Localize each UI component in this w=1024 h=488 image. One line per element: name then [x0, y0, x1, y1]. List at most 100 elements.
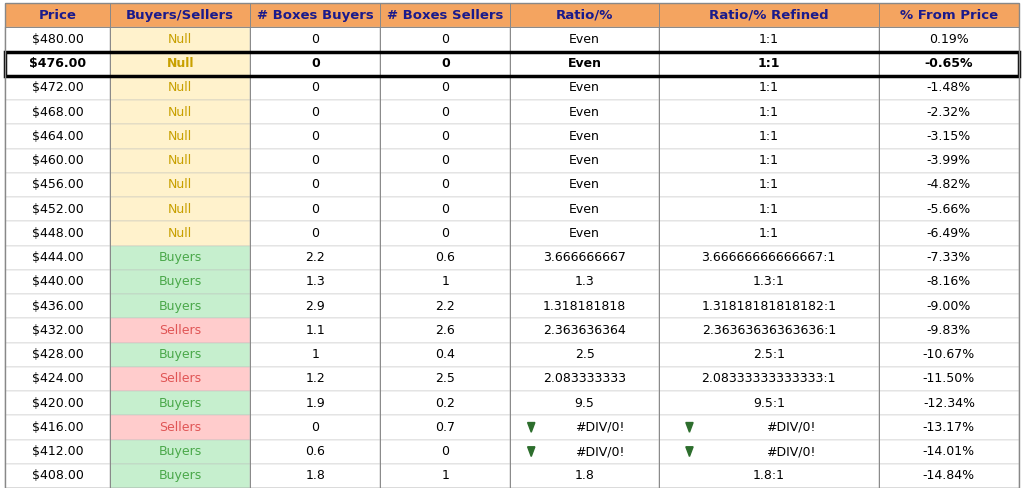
Text: -12.34%: -12.34% [923, 397, 975, 409]
Text: -13.17%: -13.17% [923, 421, 975, 434]
Text: 2.5: 2.5 [435, 372, 456, 386]
Bar [111, 173, 250, 197]
Text: Null: Null [168, 227, 193, 240]
Text: 9.5: 9.5 [574, 397, 595, 409]
Text: Buyers: Buyers [159, 251, 202, 264]
Bar [879, 221, 1019, 245]
Text: 0: 0 [441, 179, 450, 191]
Bar [250, 415, 380, 440]
Bar [250, 440, 380, 464]
Text: 1:1: 1:1 [759, 227, 779, 240]
Text: 0: 0 [311, 33, 319, 46]
Bar [5, 245, 111, 270]
Bar [380, 464, 511, 488]
Text: # Boxes Buyers: # Boxes Buyers [257, 9, 374, 21]
Text: -10.67%: -10.67% [923, 348, 975, 361]
Bar [658, 27, 879, 52]
Bar [511, 294, 658, 318]
Bar [5, 52, 111, 76]
Text: $408.00: $408.00 [32, 469, 84, 482]
Text: 0.7: 0.7 [435, 421, 456, 434]
Text: -14.01%: -14.01% [923, 445, 975, 458]
Bar [511, 100, 658, 124]
Text: 0: 0 [311, 57, 319, 70]
Bar [380, 221, 511, 245]
Bar [250, 221, 380, 245]
Text: -11.50%: -11.50% [923, 372, 975, 386]
Bar [111, 27, 250, 52]
Bar [250, 270, 380, 294]
Bar [658, 100, 879, 124]
Bar [380, 173, 511, 197]
Bar [380, 391, 511, 415]
Bar [380, 52, 511, 76]
Bar [879, 440, 1019, 464]
Text: 2.2: 2.2 [305, 251, 326, 264]
Bar [879, 197, 1019, 221]
Text: $452.00: $452.00 [32, 203, 83, 216]
Bar [5, 52, 1019, 76]
Text: 0: 0 [311, 154, 319, 167]
Text: Buyers: Buyers [159, 348, 202, 361]
Bar [879, 173, 1019, 197]
Bar [658, 173, 879, 197]
Text: 0: 0 [441, 227, 450, 240]
Text: 0: 0 [311, 81, 319, 94]
Text: Buyers: Buyers [159, 300, 202, 313]
Text: Even: Even [569, 227, 600, 240]
Text: Even: Even [569, 179, 600, 191]
Bar [511, 3, 658, 27]
Text: Null: Null [168, 105, 193, 119]
Bar [111, 52, 250, 76]
Text: 2.6: 2.6 [435, 324, 456, 337]
Bar [879, 3, 1019, 27]
Text: 2.2: 2.2 [435, 300, 456, 313]
Bar [250, 173, 380, 197]
Bar [879, 27, 1019, 52]
Text: 0.4: 0.4 [435, 348, 456, 361]
Bar [658, 221, 879, 245]
Bar [5, 343, 111, 367]
Text: 1.2: 1.2 [305, 372, 326, 386]
Bar [111, 318, 250, 343]
Text: 1: 1 [441, 469, 450, 482]
Text: $456.00: $456.00 [32, 179, 83, 191]
Text: 2.083333333: 2.083333333 [543, 372, 626, 386]
Bar [5, 270, 111, 294]
Bar [111, 391, 250, 415]
Bar [250, 197, 380, 221]
Bar [511, 343, 658, 367]
Text: Sellers: Sellers [159, 324, 202, 337]
Text: 0: 0 [441, 33, 450, 46]
Text: 3.66666666666667:1: 3.66666666666667:1 [701, 251, 836, 264]
Bar [380, 3, 511, 27]
Bar [250, 343, 380, 367]
Bar [5, 27, 111, 52]
Bar [879, 148, 1019, 173]
Bar [879, 52, 1019, 76]
Bar [511, 148, 658, 173]
Polygon shape [686, 447, 693, 456]
Bar [380, 415, 511, 440]
Text: $440.00: $440.00 [32, 275, 83, 288]
Bar [111, 148, 250, 173]
Text: #DIV/0!: #DIV/0! [574, 421, 625, 434]
Bar [658, 415, 879, 440]
Bar [380, 343, 511, 367]
Polygon shape [527, 423, 535, 432]
Bar [658, 391, 879, 415]
Bar [658, 76, 879, 100]
Bar [111, 294, 250, 318]
Bar [5, 148, 111, 173]
Bar [879, 367, 1019, 391]
Bar [5, 173, 111, 197]
Text: Even: Even [569, 81, 600, 94]
Text: Sellers: Sellers [159, 372, 202, 386]
Text: $448.00: $448.00 [32, 227, 83, 240]
Bar [380, 367, 511, 391]
Bar [250, 294, 380, 318]
Text: 0: 0 [441, 57, 450, 70]
Text: 1:1: 1:1 [759, 203, 779, 216]
Text: $432.00: $432.00 [32, 324, 83, 337]
Bar [511, 221, 658, 245]
